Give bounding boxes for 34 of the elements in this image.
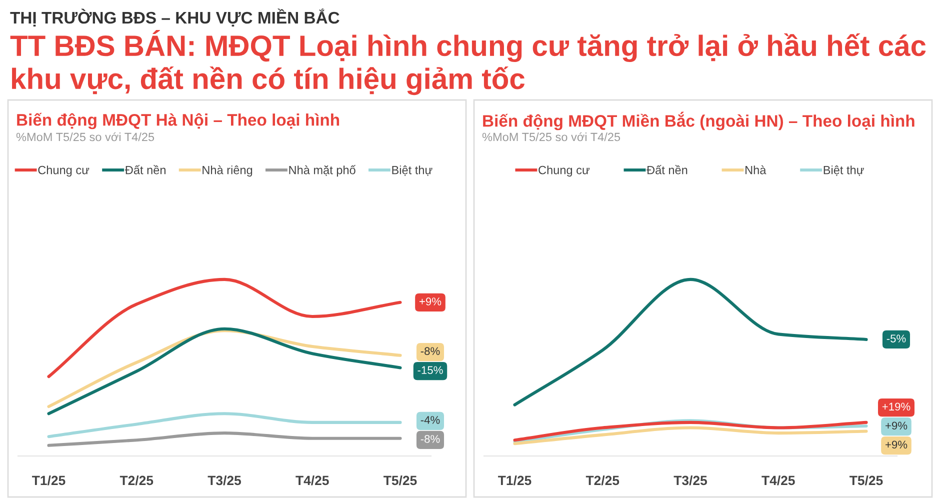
text: THỊ TRƯỜNG BĐS – KHU VỰC MIỀN BẮC: [10, 8, 340, 26]
legend-label: Nhà mặt phố: [289, 165, 356, 177]
x-tick-label: T2/25: [586, 475, 620, 486]
legend-label: Đất nền: [124, 165, 166, 174]
chart-subtitle: %MoM T5/25 so với T4/25: [16, 132, 154, 142]
chart-title: Biến động MĐQT Hà Nội – Theo loại hình: [17, 112, 340, 130]
x-tick-label: T1/25: [498, 475, 532, 486]
annotation: -5%: [886, 334, 906, 342]
chart-title: Biến động MĐQT Miền Bắc (ngoài HN) – Theo loại hình: [483, 112, 914, 130]
annotation: +19%: [882, 402, 910, 411]
x-tick-label: T4/25: [762, 475, 795, 486]
annotation: +9%: [420, 298, 442, 306]
chart-subtitle: %MoM T5/25 so với T4/25: [482, 132, 620, 142]
x-tick-label: T4/25: [296, 475, 329, 486]
annotation: -8%: [420, 347, 440, 356]
legend-label: Biệt thự: [824, 166, 864, 176]
legend-label: Chung cư: [38, 166, 90, 177]
x-tick-label: T2/25: [120, 475, 154, 486]
legend-label: Nhà riêng: [202, 165, 252, 177]
x-tick-label: T3/25: [208, 475, 242, 486]
x-tick-label: T3/25: [674, 475, 708, 486]
x-tick-label: T5/25: [850, 475, 883, 486]
legend-label: Đất nền: [646, 165, 688, 174]
annotation: -4%: [420, 416, 440, 424]
x-tick-label: T1/25: [32, 475, 66, 486]
x-tick-label: T5/25: [384, 475, 417, 486]
legend-label: Chung cư: [538, 166, 590, 177]
annotation: -15%: [418, 366, 443, 374]
annotation: +9%: [886, 440, 908, 449]
annotation: +9%: [886, 422, 908, 430]
legend-label: Biệt thự: [392, 166, 432, 176]
legend-label: Nhà: [746, 165, 766, 174]
annotation: -8%: [420, 435, 440, 443]
text: TT BĐS BÁN: MĐQT Loại hình chung cư tăng trở lại ở hầu hết các khu vực, đất nền có tín hiệu giảm tốc: [10, 30, 926, 96]
